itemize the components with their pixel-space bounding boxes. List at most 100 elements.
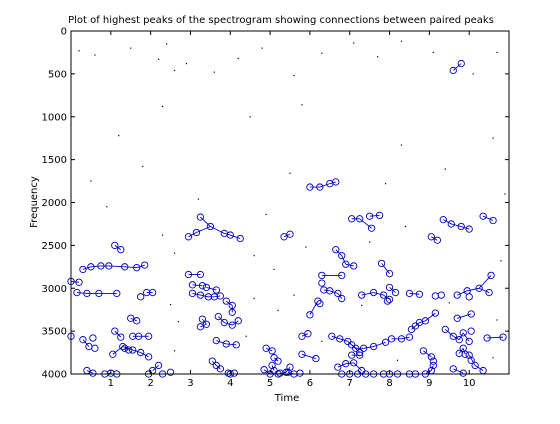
noise-point [130,47,132,49]
peak-marker [192,228,201,237]
peak-marker [405,289,414,298]
noise-point [492,137,494,139]
peak-marker [306,311,314,319]
peak-marker [212,286,220,294]
pair-connection-line [70,280,80,283]
y-tick-label: 1500 [42,155,67,166]
peak-marker [415,290,424,298]
peak-marker [338,294,346,303]
pair-connection-line [263,369,271,375]
x-tick-label: 5 [267,378,273,389]
peak-marker [198,282,207,290]
axis-ticks: 1 2 3 4 5 6 7 8 9 10 0 500 1000 1500 2000 2500 3000 3500 4… [42,27,509,389]
noise-point [321,52,323,54]
pair-connection-line [188,232,197,238]
peak-marker [121,344,129,352]
peak-marker [449,332,457,340]
peak-marker [312,354,320,363]
noise-point [500,260,502,262]
peak-marker [431,309,439,317]
noise-point [492,357,494,359]
pair-connection-line [363,346,374,349]
pair-connection-line [389,287,396,293]
peak-marker [133,264,141,272]
peak-marker [73,288,81,297]
pair-connection-line [82,339,90,347]
noise-point [377,56,379,58]
y-tick-label: 2000 [42,198,67,209]
peak-marker [485,288,493,297]
pair-connection-line [457,290,468,296]
peak-marker [342,260,350,268]
peak-marker [369,288,378,297]
peak-marker [348,215,356,223]
peak-marker [385,295,394,304]
peak-marker [144,332,153,340]
peak-marker [127,314,135,322]
peak-marker [188,281,197,289]
peak-marker [89,369,97,377]
peak-marker [499,333,507,341]
pair-connection-line [82,266,92,270]
pair-connection-line [331,335,340,340]
noise-point [142,165,144,168]
noise-point [321,340,323,343]
pair-connection-line [415,322,420,327]
peak-marker [459,329,467,337]
x-tick-label: 2 [147,378,153,389]
pair-connection-line [192,284,203,287]
pair-connection-line [108,265,125,268]
pair-connection-line [224,322,233,326]
pair-connection-line [114,245,122,251]
peak-marker [137,293,145,301]
peak-marker [465,337,473,346]
y-tick-label: 0 [61,27,67,38]
peak-marker [135,332,143,340]
peak-marker [89,334,97,342]
noise-point [94,54,96,56]
peak-marker [306,183,314,191]
peak-marker [397,335,406,343]
pair-connection-line [373,341,386,347]
pair-connection-line [112,346,124,355]
peak-marker [280,233,288,241]
peak-marker [487,271,495,280]
noise-point [237,57,239,60]
noise-point [245,335,247,337]
pair-connection-line [444,329,454,337]
peak-marker [111,327,119,335]
x-tick-label: 4 [227,378,233,389]
peak-marker [196,213,205,221]
peak-marker [318,271,326,280]
peak-marker [232,341,240,349]
pair-connection-line [467,287,480,292]
peak-marker [429,361,437,370]
pair-connection-line [452,63,462,71]
pair-connection-line [132,349,141,353]
pair-connection-line [216,340,227,345]
peak-marker [375,211,384,220]
peak-marker [457,59,465,68]
pair-connection-line [443,219,452,225]
peak-marker [91,344,99,352]
peak-marker [360,344,368,352]
noise-point [161,105,164,108]
peak-marker [475,284,483,292]
peak-marker [304,330,312,338]
peak-marker [216,292,224,300]
peak-marker [326,287,334,295]
peak-marker [405,333,414,341]
peak-marker [234,317,242,325]
pair-connection-line [369,214,380,217]
y-tick-label: 2500 [42,241,67,252]
peak-marker [222,297,230,305]
peak-marker [262,344,270,352]
plot-area [67,40,507,378]
peak-marker [348,351,356,359]
pair-connection-line [411,325,416,330]
peak-marker [350,262,358,270]
peak-marker [391,288,400,297]
peak-marker [367,224,376,232]
noise-point [384,183,387,185]
